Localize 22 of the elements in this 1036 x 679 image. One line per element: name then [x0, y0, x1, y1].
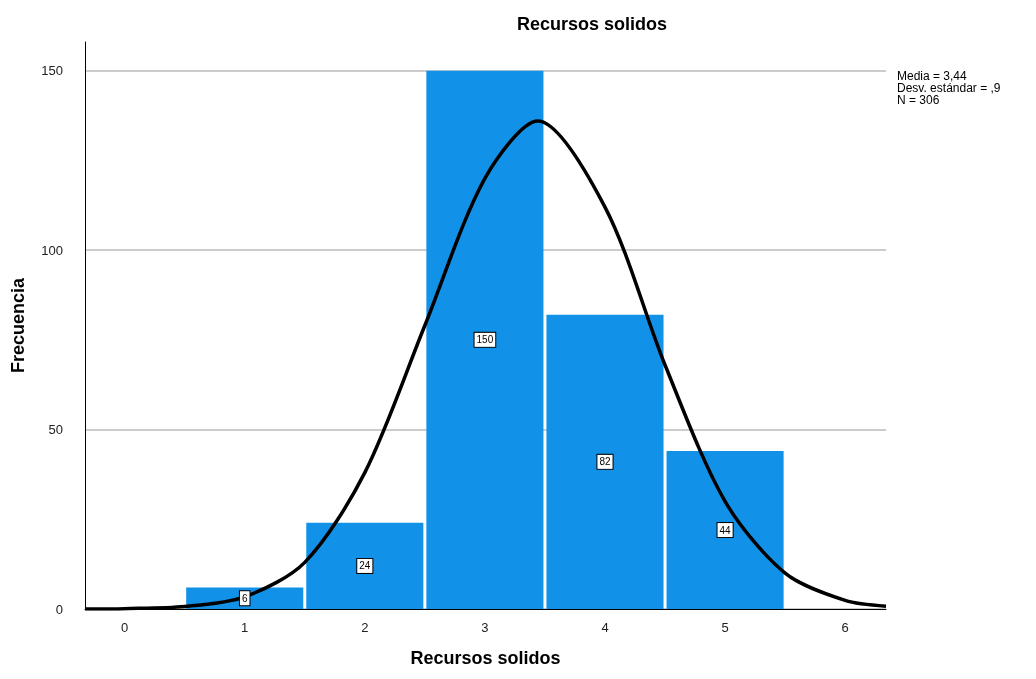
- data-label: 150: [476, 334, 494, 346]
- y-axis-title: Frecuencia: [8, 276, 28, 374]
- text: Media = 3,44: [897, 69, 968, 83]
- x-tick-label: 5: [721, 620, 729, 635]
- x-tick-label: 6: [841, 620, 849, 635]
- text: Desv. estándar = ,9: [897, 81, 1001, 95]
- y-tick-label: 50: [48, 422, 63, 438]
- data-label: 82: [599, 456, 611, 468]
- x-tick-label: 0: [121, 620, 129, 635]
- x-tick-label: 1: [241, 620, 249, 635]
- y-tick-label: 0: [55, 601, 63, 617]
- y-tick-label: 150: [41, 63, 63, 79]
- data-label: 6: [241, 592, 248, 604]
- text: N = 306: [897, 93, 940, 107]
- data-label: 44: [719, 524, 732, 536]
- data-label: 24: [359, 560, 371, 572]
- chart-title: Recursos solidos: [516, 14, 668, 34]
- x-tick-label: 4: [601, 620, 609, 635]
- x-axis-title: Recursos solidos: [410, 648, 561, 668]
- y-tick-label: 100: [41, 242, 63, 258]
- x-tick-label: 2: [361, 620, 369, 635]
- x-tick-label: 3: [481, 620, 489, 635]
